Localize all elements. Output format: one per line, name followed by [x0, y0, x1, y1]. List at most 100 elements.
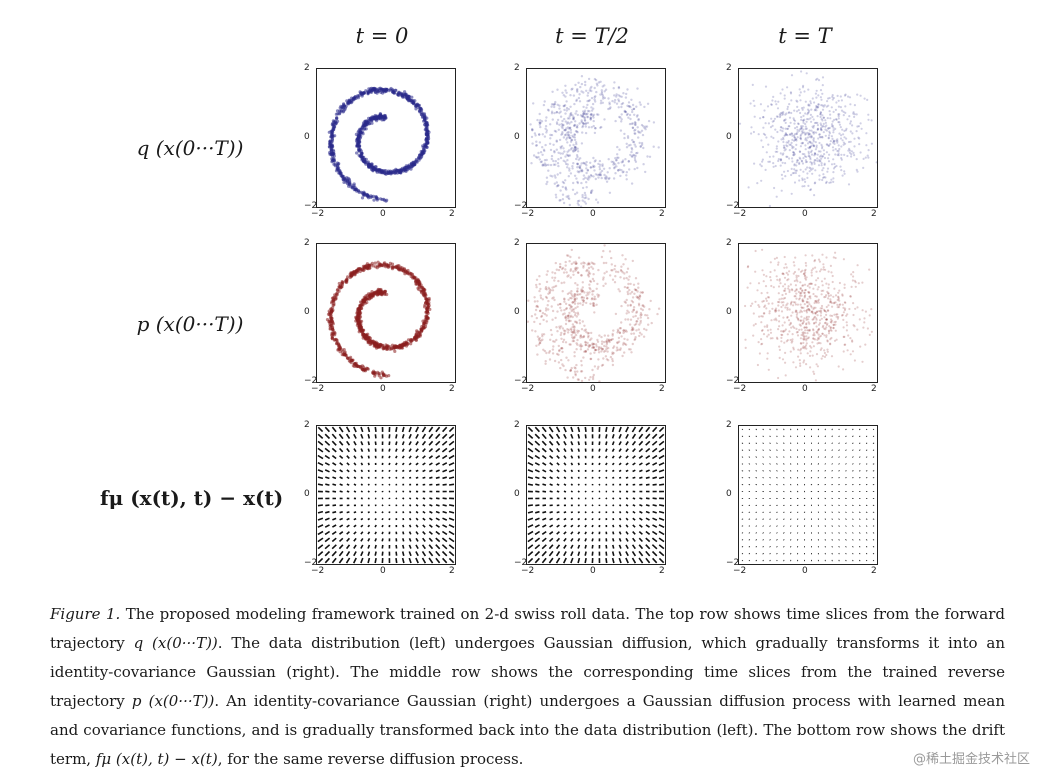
sample-point: [642, 163, 644, 165]
drift-arrow: [375, 552, 376, 556]
sample-point: [790, 303, 792, 305]
sample-point: [533, 321, 535, 323]
drift-arrow: [403, 532, 404, 535]
sample-point: [772, 96, 774, 98]
drift-arrow: [340, 449, 343, 452]
sample-point: [821, 146, 823, 148]
sample-point: [547, 304, 549, 306]
sample-point: [590, 114, 592, 116]
sample-point: [557, 165, 559, 167]
sample-point: [822, 177, 824, 179]
sample-point: [846, 324, 848, 326]
sample-point: [870, 308, 872, 310]
sample-point: [841, 129, 843, 131]
sample-point: [555, 196, 557, 198]
column-header-t-final: t = T: [730, 24, 880, 48]
sample-point: [548, 287, 550, 289]
sample-point: [611, 353, 613, 355]
sample-point: [809, 189, 811, 191]
sample-point: [853, 324, 855, 326]
sample-point: [616, 331, 618, 333]
sample-point: [639, 142, 641, 144]
sample-point: [765, 86, 767, 88]
plot-area: [739, 244, 877, 382]
sample-point: [592, 157, 594, 159]
drift-arrow: [436, 477, 440, 478]
sample-point: [609, 103, 611, 105]
sample-point: [800, 304, 802, 306]
sample-point: [596, 293, 598, 295]
sample-point: [820, 314, 822, 316]
sample-point: [823, 117, 825, 119]
sample-point: [596, 113, 598, 115]
sample-point: [771, 308, 773, 310]
sample-point: [333, 134, 336, 137]
sample-point: [386, 344, 389, 347]
sample-point: [836, 150, 838, 152]
sample-point: [795, 100, 797, 102]
sample-point: [614, 281, 616, 283]
sample-point: [412, 100, 415, 103]
sample-point: [864, 344, 866, 346]
sample-point: [620, 106, 622, 108]
drift-arrow: [389, 512, 390, 514]
sample-point: [573, 355, 575, 357]
sample-point: [578, 204, 580, 206]
sample-point: [843, 114, 845, 116]
sample-point: [852, 279, 854, 281]
sample-point: [557, 173, 559, 175]
sample-point: [825, 122, 827, 124]
sample-point: [330, 153, 333, 156]
sample-point: [805, 323, 807, 325]
sample-point: [563, 281, 565, 283]
sample-point: [796, 314, 798, 316]
sample-point: [827, 117, 829, 119]
sample-point: [556, 111, 558, 113]
sample-point: [800, 119, 802, 121]
drift-arrow: [410, 532, 411, 535]
sample-point: [581, 297, 583, 299]
sample-point: [776, 148, 778, 150]
sample-point: [623, 329, 625, 331]
sample-point: [824, 164, 826, 166]
sample-point: [529, 123, 531, 125]
drift-arrow: [429, 477, 432, 478]
sample-point: [805, 348, 807, 350]
sample-point: [806, 311, 808, 313]
sample-point: [598, 334, 600, 336]
sample-point: [767, 161, 769, 163]
sample-point: [761, 249, 763, 251]
sample-point: [776, 196, 778, 198]
sample-point: [577, 302, 579, 304]
sample-point: [551, 277, 553, 279]
sample-point: [856, 94, 858, 96]
sample-point: [843, 336, 845, 338]
sample-point: [864, 98, 866, 100]
drift-arrow: [389, 442, 390, 446]
sample-point: [375, 115, 378, 118]
plot-panel-r0-c2: [738, 68, 878, 208]
sample-point: [783, 298, 785, 300]
drift-arrow: [368, 538, 370, 541]
sample-point: [784, 162, 786, 164]
sample-point: [782, 304, 784, 306]
drift-arrow: [368, 427, 369, 432]
sample-point: [809, 100, 811, 102]
drift-arrow: [325, 463, 329, 465]
sample-point: [805, 156, 807, 158]
sample-point: [543, 333, 545, 335]
sample-point: [622, 102, 624, 104]
sample-point: [776, 279, 778, 281]
sample-point: [540, 297, 542, 299]
sample-point: [560, 359, 562, 361]
sample-point: [633, 332, 635, 334]
sample-point: [552, 118, 554, 120]
sample-point: [554, 130, 556, 132]
sample-point: [585, 196, 587, 198]
sample-point: [364, 302, 367, 305]
sample-point: [539, 283, 541, 285]
sample-point: [633, 129, 635, 131]
sample-point: [562, 341, 564, 343]
sample-point: [581, 290, 583, 292]
sample-point: [373, 375, 376, 378]
